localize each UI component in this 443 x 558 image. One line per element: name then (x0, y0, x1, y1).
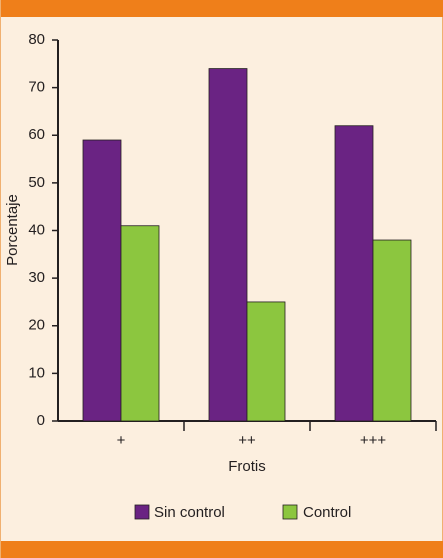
x-axis-title: Frotis (228, 458, 266, 475)
y-tick-label: 20 (28, 317, 45, 334)
bar-sin-control-1 (82, 139, 122, 422)
y-tick-label: 40 (28, 221, 45, 238)
bar-sin-control-2 (208, 68, 248, 422)
bar-control-1 (120, 225, 160, 422)
y-tick-label: 0 (37, 412, 45, 429)
bar-control-2 (246, 301, 286, 422)
y-tick-label: 10 (28, 364, 45, 381)
x-tick-label: + (117, 432, 126, 449)
bar-sin-control-3 (334, 125, 374, 422)
y-axis-title: Porcentaje (4, 194, 21, 266)
legend-swatch-sin-control (134, 504, 150, 520)
bars (82, 68, 412, 422)
legend-swatch-control (282, 504, 298, 520)
y-tick-label: 60 (28, 126, 45, 143)
legend: Sin control Control (134, 504, 351, 521)
legend-label-control: Control (303, 504, 351, 521)
y-tick-label: 80 (28, 31, 45, 48)
y-tick-label: 70 (28, 79, 45, 96)
y-tick-label: 30 (28, 269, 45, 286)
top-orange-band (1, 0, 443, 17)
legend-label-sin-control: Sin control (154, 504, 225, 521)
bottom-orange-band (1, 541, 443, 558)
x-tick-label: ++ (238, 432, 256, 449)
y-tick-label: 50 (28, 174, 45, 191)
bar-control-3 (372, 239, 412, 422)
x-tick-label: +++ (360, 432, 387, 449)
